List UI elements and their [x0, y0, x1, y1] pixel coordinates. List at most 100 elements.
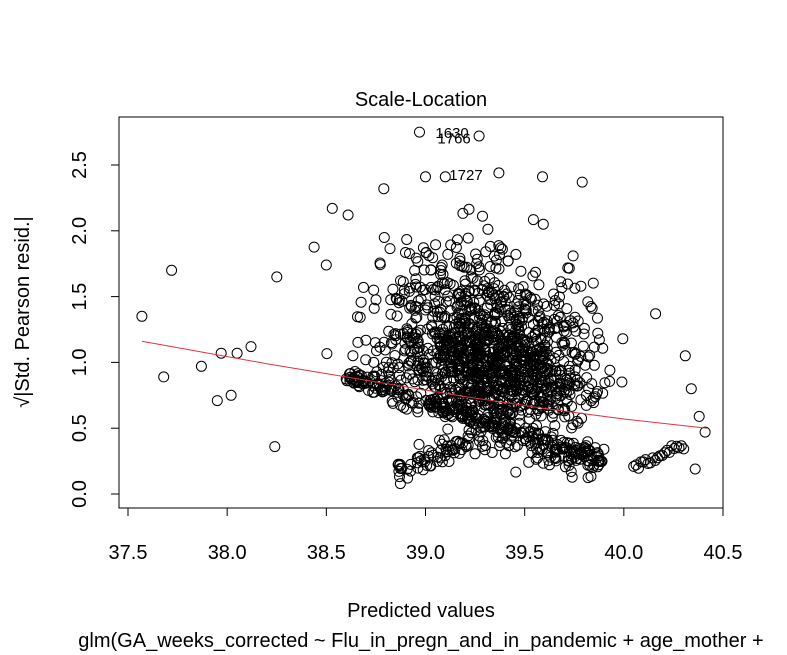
data-point [551, 315, 563, 327]
data-point [482, 412, 494, 424]
data-point [457, 437, 469, 449]
data-point [463, 301, 475, 313]
data-point [473, 264, 485, 276]
point-label: 1630 [435, 125, 468, 142]
data-point [518, 366, 530, 378]
data-point [464, 318, 475, 329]
data-point [445, 239, 457, 251]
data-point [550, 444, 562, 456]
x-axis-label: Predicted values [347, 600, 495, 622]
data-point [510, 248, 522, 260]
data-point [387, 397, 399, 409]
data-point [429, 401, 441, 413]
data-point [551, 438, 563, 450]
data-point [424, 460, 436, 472]
data-point [554, 291, 565, 303]
data-point [442, 444, 454, 456]
data-point [533, 312, 545, 324]
data-point [440, 334, 452, 346]
data-point [650, 308, 662, 320]
data-point [535, 332, 547, 344]
data-point [352, 311, 363, 323]
data-point [453, 386, 465, 398]
data-point [441, 321, 452, 333]
data-point [451, 234, 463, 246]
data-point [532, 427, 544, 439]
x-tick-label: 40.5 [704, 542, 743, 564]
data-point [592, 327, 604, 339]
data-point [371, 378, 383, 390]
data-point [158, 371, 170, 383]
data-point [370, 382, 381, 394]
data-point [503, 440, 515, 452]
data-point [585, 449, 597, 460]
data-point [393, 458, 404, 470]
data-point [671, 440, 683, 452]
data-point [509, 427, 521, 439]
data-point [502, 255, 514, 267]
data-point [443, 361, 455, 373]
data-point [353, 380, 364, 392]
data-point [544, 459, 555, 471]
data-point [493, 167, 505, 179]
data-point [679, 350, 691, 362]
data-point [582, 459, 594, 471]
data-point [537, 218, 549, 230]
data-point [469, 448, 481, 460]
data-point [481, 289, 493, 301]
data-point [563, 410, 575, 422]
data-point [231, 347, 243, 359]
point-label: 1727 [449, 167, 482, 184]
data-point [555, 276, 567, 288]
data-point [497, 322, 509, 334]
data-point [678, 443, 690, 455]
data-point [486, 352, 498, 364]
data-point [442, 423, 454, 435]
y-tick-label: 0.5 [69, 414, 91, 442]
data-point [368, 302, 380, 314]
data-point [498, 329, 510, 341]
data-point [481, 335, 493, 347]
data-point [507, 429, 518, 441]
data-point [403, 357, 415, 369]
data-point [417, 242, 429, 254]
data-point [326, 202, 338, 214]
data-point [486, 328, 498, 340]
data-point [469, 284, 481, 296]
data-point [617, 333, 629, 345]
data-point [429, 290, 441, 302]
data-point [496, 243, 508, 255]
data-point [519, 336, 531, 348]
data-point [425, 264, 437, 276]
data-point [427, 252, 439, 264]
y-tick-label: 2.5 [69, 151, 91, 179]
data-point [378, 232, 390, 243]
y-tick-label: 1.5 [69, 283, 91, 311]
data-point [245, 341, 257, 353]
data-point [394, 460, 406, 472]
data-point [440, 296, 452, 308]
data-point [546, 375, 558, 387]
data-point [566, 471, 578, 483]
data-point [471, 258, 483, 270]
data-point [434, 434, 445, 446]
data-point [458, 299, 470, 311]
data-point [393, 465, 405, 477]
data-point [450, 436, 462, 448]
data-point [461, 261, 473, 273]
data-point [410, 273, 422, 285]
data-point [495, 405, 507, 417]
data-point [514, 342, 525, 354]
data-point [699, 426, 711, 438]
data-point [481, 302, 493, 314]
data-point [412, 346, 424, 358]
data-point [439, 411, 451, 423]
data-point [536, 361, 548, 373]
data-point [467, 359, 479, 371]
data-point [467, 406, 479, 418]
data-point [442, 290, 454, 302]
data-point [384, 243, 396, 255]
point-label: 1766 [437, 130, 470, 147]
data-point [557, 403, 569, 415]
